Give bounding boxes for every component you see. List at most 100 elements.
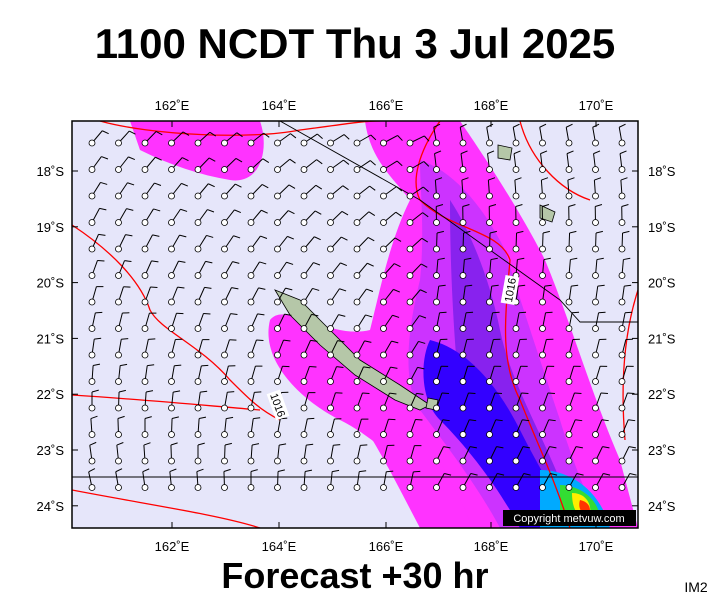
barb (274, 184, 296, 200)
barb (618, 230, 630, 253)
boundaries (72, 121, 638, 478)
barb-flag (314, 210, 322, 215)
barb-station (194, 192, 202, 200)
barb-station (221, 166, 228, 173)
barb-flag (460, 150, 468, 155)
barb-flag (593, 150, 601, 155)
barb (565, 419, 583, 438)
barb-station (274, 272, 281, 279)
barb-flag (208, 157, 216, 162)
barb-flag (333, 444, 341, 446)
barb-flag (91, 389, 99, 393)
barb (274, 261, 294, 279)
barb-flag (420, 289, 427, 294)
barb-flag (234, 209, 242, 214)
barb-station (221, 431, 228, 438)
barb (88, 415, 98, 438)
barb-station (459, 457, 467, 465)
barb (459, 204, 470, 226)
barb-station (459, 325, 467, 332)
barb (274, 158, 296, 173)
barb-flag (437, 257, 445, 261)
barb-station (539, 378, 546, 385)
barb-flag (625, 311, 633, 314)
barb (539, 446, 557, 465)
barb-staff (649, 313, 652, 329)
barb-station (274, 484, 281, 491)
barb (88, 233, 106, 253)
barb (565, 446, 583, 465)
barb-station (565, 139, 573, 147)
barb-flag (98, 233, 106, 236)
barb (247, 209, 268, 226)
barb-flag (655, 420, 662, 421)
barb (88, 207, 107, 226)
barb-station (433, 457, 440, 465)
barb (486, 177, 496, 200)
barb-flag (290, 133, 297, 139)
barb-station (592, 325, 599, 332)
barb-station (247, 166, 255, 173)
barb (380, 314, 400, 332)
barb (433, 473, 452, 491)
barb (274, 443, 287, 465)
barb-flag (390, 366, 398, 369)
lat-label: 18˚S (37, 164, 65, 179)
barb-staff (649, 260, 650, 276)
barb-flag (259, 261, 267, 265)
barb (539, 311, 553, 332)
barb-flag (207, 209, 215, 213)
barb (539, 230, 550, 253)
barb-flag (575, 446, 583, 449)
barb (88, 156, 109, 173)
barb-flag (155, 156, 162, 161)
barb-station (353, 166, 361, 173)
barb-station (353, 457, 361, 465)
barb-station (141, 378, 149, 385)
lon-label: 162˚E (155, 539, 190, 554)
barb-flag (142, 468, 150, 473)
barb (565, 257, 578, 279)
barb (247, 184, 269, 200)
barb (618, 204, 629, 226)
barb-flag (389, 392, 397, 395)
barb-station (406, 166, 414, 173)
barb (115, 468, 123, 491)
barb-flag (442, 419, 450, 422)
barb-flag (424, 135, 430, 142)
barb (353, 211, 376, 226)
barb (300, 417, 315, 438)
barb (512, 150, 521, 173)
barb-station (115, 351, 122, 359)
barb-station (433, 351, 440, 359)
barb-station (539, 404, 546, 412)
barb (221, 442, 232, 465)
barb-flag (341, 210, 349, 216)
barb (646, 312, 659, 331)
barb (274, 313, 292, 332)
barb-station (88, 404, 96, 412)
barb (512, 123, 520, 147)
barb-station (88, 431, 96, 438)
barb (88, 337, 102, 359)
barb-flag (470, 473, 478, 476)
barb (353, 418, 369, 438)
barb-flag (434, 150, 442, 155)
barb-station (353, 325, 361, 332)
barb (433, 419, 450, 438)
barb-station (539, 351, 546, 359)
barb (115, 234, 133, 253)
barb-flag (369, 160, 376, 166)
barb-station (115, 272, 122, 279)
barb-flag (518, 284, 526, 287)
barb-flag (150, 286, 158, 289)
barb-flag (332, 469, 340, 473)
barb-flag (179, 234, 187, 238)
barb-flag (263, 132, 270, 138)
barb-station (300, 298, 308, 306)
barb-station (618, 219, 626, 226)
barb (646, 178, 654, 199)
barb-flag (443, 446, 451, 449)
barb-flag (121, 338, 129, 340)
barb-station (247, 378, 255, 385)
